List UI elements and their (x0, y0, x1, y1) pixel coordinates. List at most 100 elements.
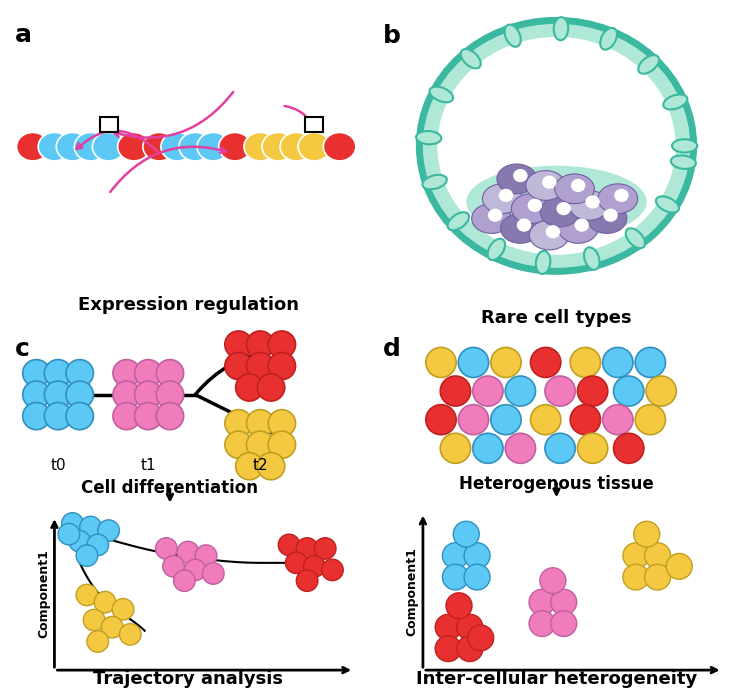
Circle shape (87, 534, 108, 556)
Ellipse shape (598, 184, 638, 213)
Circle shape (644, 543, 671, 568)
Circle shape (420, 21, 693, 271)
Ellipse shape (529, 220, 569, 250)
Text: Inter-cellular heterogeneity: Inter-cellular heterogeneity (416, 670, 697, 688)
Circle shape (113, 402, 141, 430)
FancyBboxPatch shape (99, 116, 117, 133)
Circle shape (457, 614, 483, 640)
Circle shape (268, 431, 296, 458)
Circle shape (62, 513, 83, 534)
Circle shape (247, 431, 274, 458)
Ellipse shape (472, 204, 511, 233)
Circle shape (179, 133, 211, 161)
Circle shape (117, 133, 150, 161)
Ellipse shape (584, 247, 599, 270)
Circle shape (286, 552, 307, 574)
Circle shape (268, 352, 296, 380)
Circle shape (603, 208, 618, 222)
Text: t0: t0 (50, 458, 66, 473)
Circle shape (464, 543, 490, 568)
Circle shape (578, 433, 608, 463)
Circle shape (76, 545, 98, 566)
Circle shape (488, 208, 502, 222)
Ellipse shape (600, 28, 617, 50)
Circle shape (442, 543, 468, 568)
Circle shape (435, 614, 461, 640)
Circle shape (529, 589, 555, 615)
Circle shape (23, 381, 50, 408)
FancyBboxPatch shape (305, 116, 323, 133)
Circle shape (545, 376, 575, 406)
Circle shape (438, 37, 675, 255)
Circle shape (56, 133, 89, 161)
Circle shape (120, 623, 141, 645)
Circle shape (473, 376, 503, 406)
Circle shape (219, 133, 251, 161)
Circle shape (196, 545, 217, 566)
Circle shape (280, 133, 313, 161)
Circle shape (646, 376, 676, 406)
Circle shape (296, 570, 318, 592)
Circle shape (257, 453, 285, 480)
Circle shape (635, 347, 666, 378)
Circle shape (623, 543, 649, 568)
Circle shape (570, 405, 601, 435)
Circle shape (530, 405, 561, 435)
Circle shape (505, 376, 535, 406)
Circle shape (247, 409, 274, 437)
Circle shape (458, 347, 489, 378)
Text: Cell differentiation: Cell differentiation (81, 479, 259, 497)
Ellipse shape (501, 213, 540, 244)
Circle shape (545, 433, 575, 463)
Circle shape (268, 331, 296, 358)
Circle shape (262, 133, 295, 161)
Circle shape (143, 133, 175, 161)
Circle shape (614, 376, 644, 406)
Circle shape (66, 402, 93, 430)
Circle shape (162, 556, 184, 577)
Circle shape (257, 374, 285, 401)
Ellipse shape (626, 228, 645, 248)
Ellipse shape (461, 49, 481, 68)
Circle shape (83, 610, 105, 631)
Circle shape (435, 636, 461, 662)
Circle shape (623, 564, 649, 590)
Ellipse shape (526, 171, 566, 200)
Circle shape (74, 133, 107, 161)
Ellipse shape (511, 194, 551, 224)
Circle shape (298, 133, 331, 161)
Text: Rare cell types: Rare cell types (481, 310, 632, 327)
Circle shape (546, 225, 560, 238)
Ellipse shape (569, 191, 609, 220)
Circle shape (458, 405, 489, 435)
Circle shape (184, 559, 206, 581)
Text: t2: t2 (253, 458, 268, 473)
Circle shape (304, 556, 325, 577)
Text: b: b (384, 23, 401, 47)
Circle shape (44, 360, 71, 387)
Circle shape (113, 360, 141, 387)
Text: d: d (384, 337, 401, 361)
Circle shape (578, 376, 608, 406)
Text: Heterogenous tissue: Heterogenous tissue (459, 475, 653, 493)
Circle shape (457, 636, 483, 662)
Circle shape (473, 433, 503, 463)
Circle shape (38, 133, 71, 161)
Ellipse shape (487, 239, 505, 260)
Circle shape (102, 616, 123, 638)
Circle shape (446, 593, 472, 619)
Circle shape (614, 433, 644, 463)
Text: Component1: Component1 (37, 549, 50, 638)
Circle shape (225, 331, 252, 358)
Text: Expression regulation: Expression regulation (77, 297, 299, 314)
Ellipse shape (540, 197, 580, 227)
Circle shape (94, 592, 116, 613)
Ellipse shape (466, 166, 647, 238)
Circle shape (225, 409, 252, 437)
Circle shape (442, 564, 468, 590)
Ellipse shape (553, 17, 569, 40)
Circle shape (585, 195, 600, 208)
Circle shape (69, 530, 90, 552)
Circle shape (323, 133, 356, 161)
Ellipse shape (497, 164, 537, 194)
